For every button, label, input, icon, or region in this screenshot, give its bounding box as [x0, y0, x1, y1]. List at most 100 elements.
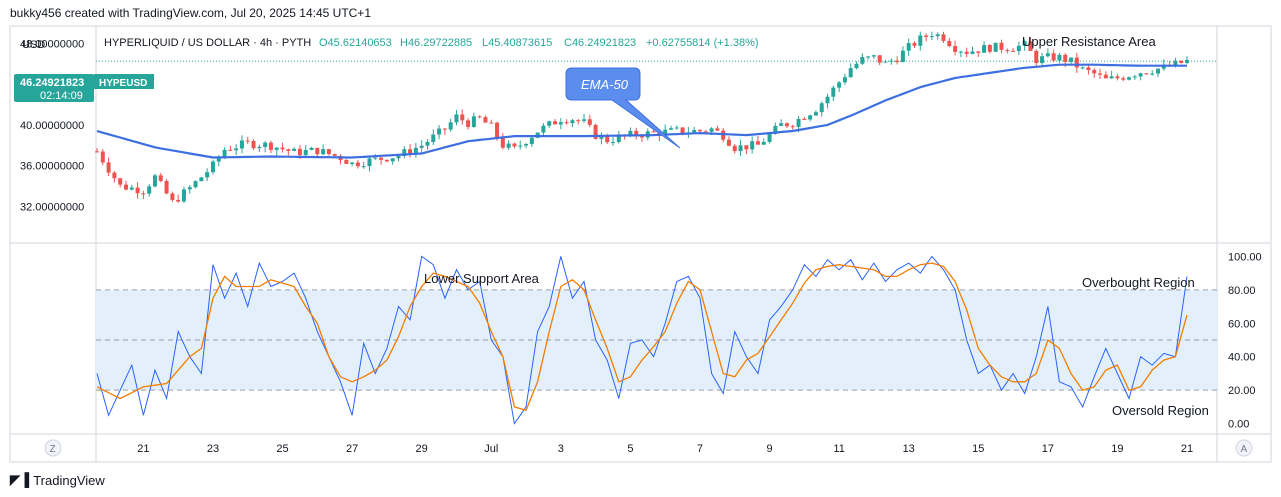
candle-body — [274, 147, 279, 150]
candle-body — [674, 127, 679, 129]
currency-label: USD — [22, 39, 45, 51]
candle-body — [918, 35, 923, 46]
candle-body — [570, 120, 575, 124]
candle-body — [529, 137, 534, 145]
overbought-label: Overbought Region — [1082, 275, 1195, 290]
candle-body — [866, 56, 871, 58]
z-button-label[interactable]: Z — [50, 444, 56, 455]
candle-body — [802, 118, 807, 120]
price-badge-bg — [14, 74, 94, 102]
candle-body — [315, 147, 320, 155]
candle-body — [668, 128, 673, 130]
candle-body — [251, 140, 256, 149]
candle-body — [170, 193, 175, 200]
candle-body — [263, 142, 268, 147]
stochastic-axis-ticks: 100.00 80.00 60.00 40.00 20.00 0.00 — [1228, 251, 1262, 430]
candle-body — [628, 130, 633, 136]
candle-body — [750, 141, 755, 150]
candle-body — [1127, 77, 1132, 80]
time-tick-label: 3 — [558, 443, 564, 455]
time-axis-ticks: 21 23 25 27 29 Jul 3 5 7 9 11 13 15 17 19 21 — [137, 443, 1193, 455]
price-badge-countdown: 02:14:09 — [40, 90, 83, 102]
price-axis-ticks: 48.0000000044.0000000040.0000000036.0000… — [20, 38, 84, 213]
candle-body — [95, 151, 99, 153]
candle-body — [593, 124, 598, 139]
candle-body — [825, 96, 830, 104]
candle-body — [1179, 60, 1184, 63]
candle-body — [877, 55, 882, 63]
candle-body — [784, 123, 789, 127]
candle-body — [518, 145, 523, 147]
candle-body — [280, 147, 285, 150]
ohlc-close: C46.24921823 — [564, 37, 636, 49]
candle-body — [326, 149, 331, 155]
candle-body — [1005, 49, 1010, 51]
z-button[interactable]: Z — [44, 439, 62, 457]
candle-body — [1138, 73, 1143, 77]
time-tick-label: 11 — [833, 443, 844, 455]
oversold-label: Oversold Region — [1112, 403, 1209, 418]
candle-body — [379, 157, 384, 160]
candle-body — [1103, 74, 1108, 79]
candle-body — [790, 126, 795, 128]
candle-body — [767, 133, 772, 142]
candle-body — [953, 46, 958, 52]
time-tick-label: 13 — [903, 443, 915, 455]
candle-body — [332, 154, 337, 156]
candle-body — [970, 51, 975, 54]
candle-body — [524, 144, 529, 146]
candle-body — [611, 142, 616, 144]
candle-body — [813, 112, 818, 116]
a-button-bg[interactable] — [1235, 439, 1253, 457]
candle-body — [442, 128, 447, 130]
candle-body — [692, 129, 697, 133]
stochastic-tick-label: 60.00 — [1228, 318, 1256, 330]
candle-body — [541, 125, 546, 133]
candle-body — [819, 103, 824, 113]
candle-body — [118, 178, 123, 185]
candle-body — [147, 186, 152, 194]
candle-body — [1144, 73, 1149, 75]
candle-body — [587, 119, 592, 125]
ema-callout: EMA-50 — [565, 67, 681, 149]
candle-body — [466, 120, 471, 127]
candle-body — [268, 142, 273, 150]
candle-body — [1132, 76, 1137, 78]
candle-body — [431, 134, 436, 142]
candle-body — [506, 143, 511, 148]
candle-body — [842, 77, 847, 83]
candle-body — [106, 162, 111, 173]
candle-body — [651, 131, 656, 133]
symbol-line: HYPERLIQUID / US DOLLAR · 4h · PYTH — [104, 37, 311, 49]
candle-body — [848, 68, 853, 78]
candle-body — [1109, 76, 1114, 79]
candle-body — [1063, 54, 1068, 62]
time-tick-label: Jul — [484, 443, 498, 455]
stochastic-levels — [96, 289, 1217, 391]
stochastic-tick-label: 20.00 — [1228, 385, 1256, 397]
candle-body — [697, 129, 702, 132]
candle-body — [477, 116, 482, 118]
a-button[interactable]: A — [1235, 439, 1253, 457]
candle-body — [895, 60, 900, 63]
candle-body — [755, 141, 760, 145]
stochastic-tick-label: 0.00 — [1228, 419, 1249, 431]
attribution-text: bukky456 created with TradingView.com, J… — [10, 6, 371, 20]
z-button-bg[interactable] — [44, 439, 62, 457]
candle-body — [564, 122, 569, 124]
candle-body — [779, 123, 784, 126]
tradingview-logo[interactable]: ◤▐ TradingView — [10, 472, 105, 488]
a-button-label[interactable]: A — [1241, 444, 1248, 455]
candle-body — [297, 148, 302, 156]
candle-body — [761, 141, 766, 145]
candle-body — [193, 181, 198, 188]
time-tick-label: 25 — [276, 443, 288, 455]
candle-body — [709, 128, 714, 132]
candle-body — [599, 135, 604, 139]
candle-body — [993, 42, 998, 52]
time-tick-label: 7 — [697, 443, 703, 455]
ohlc-low: L45.40873615 — [482, 37, 552, 49]
candle-body — [854, 63, 859, 69]
price-tick-label: 48.00000000 — [20, 38, 84, 50]
